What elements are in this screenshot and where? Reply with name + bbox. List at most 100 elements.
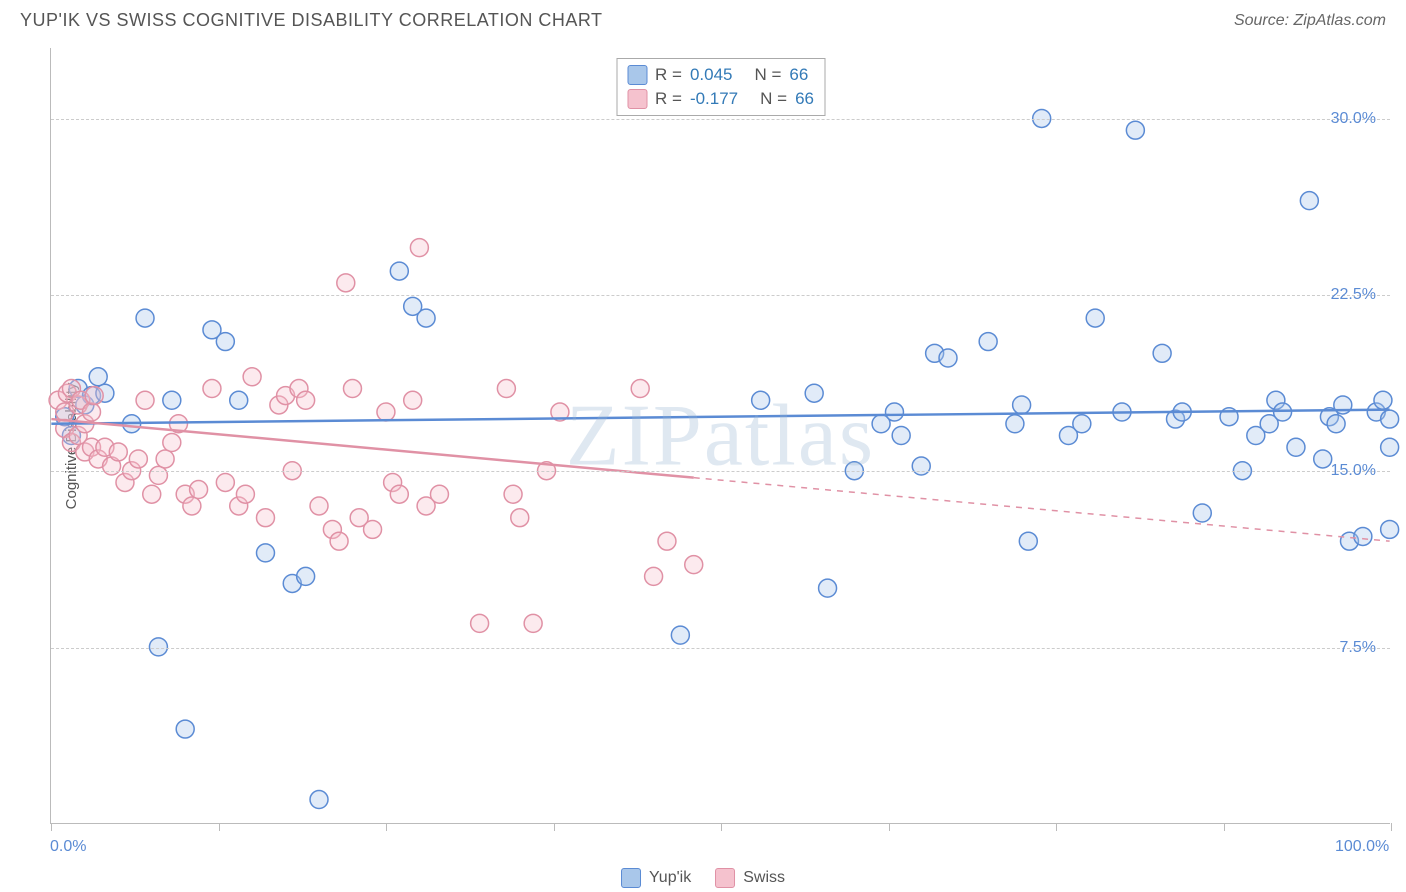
gridline — [51, 295, 1390, 296]
data-point — [1126, 121, 1144, 139]
trend-line-dashed — [694, 478, 1390, 542]
data-point — [430, 485, 448, 503]
trend-line — [51, 419, 693, 478]
data-point — [1287, 438, 1305, 456]
x-tick — [1391, 823, 1392, 831]
data-point — [203, 380, 221, 398]
y-tick-label: 22.5% — [1331, 286, 1376, 304]
data-point — [404, 391, 422, 409]
data-point — [819, 579, 837, 597]
data-point — [176, 720, 194, 738]
data-point — [390, 262, 408, 280]
series-legend-label: Swiss — [743, 869, 785, 887]
data-point — [236, 485, 254, 503]
legend-swatch — [621, 868, 641, 888]
correlation-legend-row: R = -0.177 N = 66 — [627, 87, 814, 111]
x-tick — [889, 823, 890, 831]
source-label: Source: ZipAtlas.com — [1234, 12, 1386, 30]
data-point — [979, 333, 997, 351]
data-point — [183, 497, 201, 515]
data-point — [149, 466, 167, 484]
data-point — [1381, 520, 1399, 538]
data-point — [1354, 527, 1372, 545]
data-point — [216, 333, 234, 351]
data-point — [1381, 438, 1399, 456]
y-tick-label: 7.5% — [1340, 639, 1376, 657]
header: YUP'IK VS SWISS COGNITIVE DISABILITY COR… — [0, 0, 1406, 39]
legend-r-value: -0.177 — [690, 89, 738, 109]
y-tick-label: 30.0% — [1331, 110, 1376, 128]
data-point — [1381, 410, 1399, 428]
data-point — [85, 387, 103, 405]
data-point — [417, 309, 435, 327]
legend-r-value: 0.045 — [690, 65, 733, 85]
x-tick — [554, 823, 555, 831]
data-point — [1086, 309, 1104, 327]
legend-swatch — [715, 868, 735, 888]
data-point — [939, 349, 957, 367]
data-point — [805, 384, 823, 402]
data-point — [377, 403, 395, 421]
data-point — [471, 614, 489, 632]
data-point — [364, 520, 382, 538]
legend-n-label: N = — [754, 65, 781, 85]
data-point — [310, 497, 328, 515]
data-point — [1327, 415, 1345, 433]
gridline — [51, 119, 1390, 120]
x-tick — [386, 823, 387, 831]
data-point — [511, 509, 529, 527]
chart-area: ZIPatlas R = 0.045N = 66R = -0.177N = 66… — [50, 48, 1390, 824]
data-point — [390, 485, 408, 503]
data-point — [685, 556, 703, 574]
gridline — [51, 471, 1390, 472]
series-legend: Yup'ik Swiss — [621, 868, 785, 888]
data-point — [892, 427, 910, 445]
data-point — [109, 443, 127, 461]
series-legend-item: Yup'ik — [621, 868, 691, 888]
data-point — [256, 544, 274, 562]
data-point — [1153, 344, 1171, 362]
data-point — [190, 481, 208, 499]
legend-n-label: N = — [760, 89, 787, 109]
x-label-right: 100.0% — [1335, 838, 1389, 856]
data-point — [1073, 415, 1091, 433]
data-point — [83, 403, 101, 421]
data-point — [497, 380, 515, 398]
gridline — [51, 648, 1390, 649]
data-point — [1006, 415, 1024, 433]
data-point — [645, 567, 663, 585]
data-point — [1013, 396, 1031, 414]
x-tick — [721, 823, 722, 831]
data-point — [912, 457, 930, 475]
legend-r-label: R = — [655, 89, 682, 109]
data-point — [337, 274, 355, 292]
data-point — [129, 450, 147, 468]
data-point — [410, 239, 428, 257]
data-point — [1374, 391, 1392, 409]
chart-title: YUP'IK VS SWISS COGNITIVE DISABILITY COR… — [20, 10, 603, 31]
data-point — [343, 380, 361, 398]
data-point — [136, 391, 154, 409]
data-point — [297, 391, 315, 409]
correlation-legend: R = 0.045 N = 66R = -0.177 N = 66 — [616, 58, 825, 116]
data-point — [243, 368, 261, 386]
x-label-left: 0.0% — [50, 838, 86, 856]
data-point — [163, 391, 181, 409]
data-point — [256, 509, 274, 527]
legend-n-value: 66 — [795, 89, 814, 109]
x-tick — [51, 823, 52, 831]
x-tick — [1224, 823, 1225, 831]
data-point — [658, 532, 676, 550]
data-point — [752, 391, 770, 409]
data-point — [631, 380, 649, 398]
data-point — [136, 309, 154, 327]
scatter-plot — [51, 48, 1390, 823]
legend-r-label: R = — [655, 65, 682, 85]
data-point — [156, 450, 174, 468]
data-point — [89, 368, 107, 386]
series-legend-label: Yup'ik — [649, 869, 691, 887]
data-point — [330, 532, 348, 550]
data-point — [504, 485, 522, 503]
correlation-legend-row: R = 0.045N = 66 — [627, 63, 814, 87]
data-point — [671, 626, 689, 644]
